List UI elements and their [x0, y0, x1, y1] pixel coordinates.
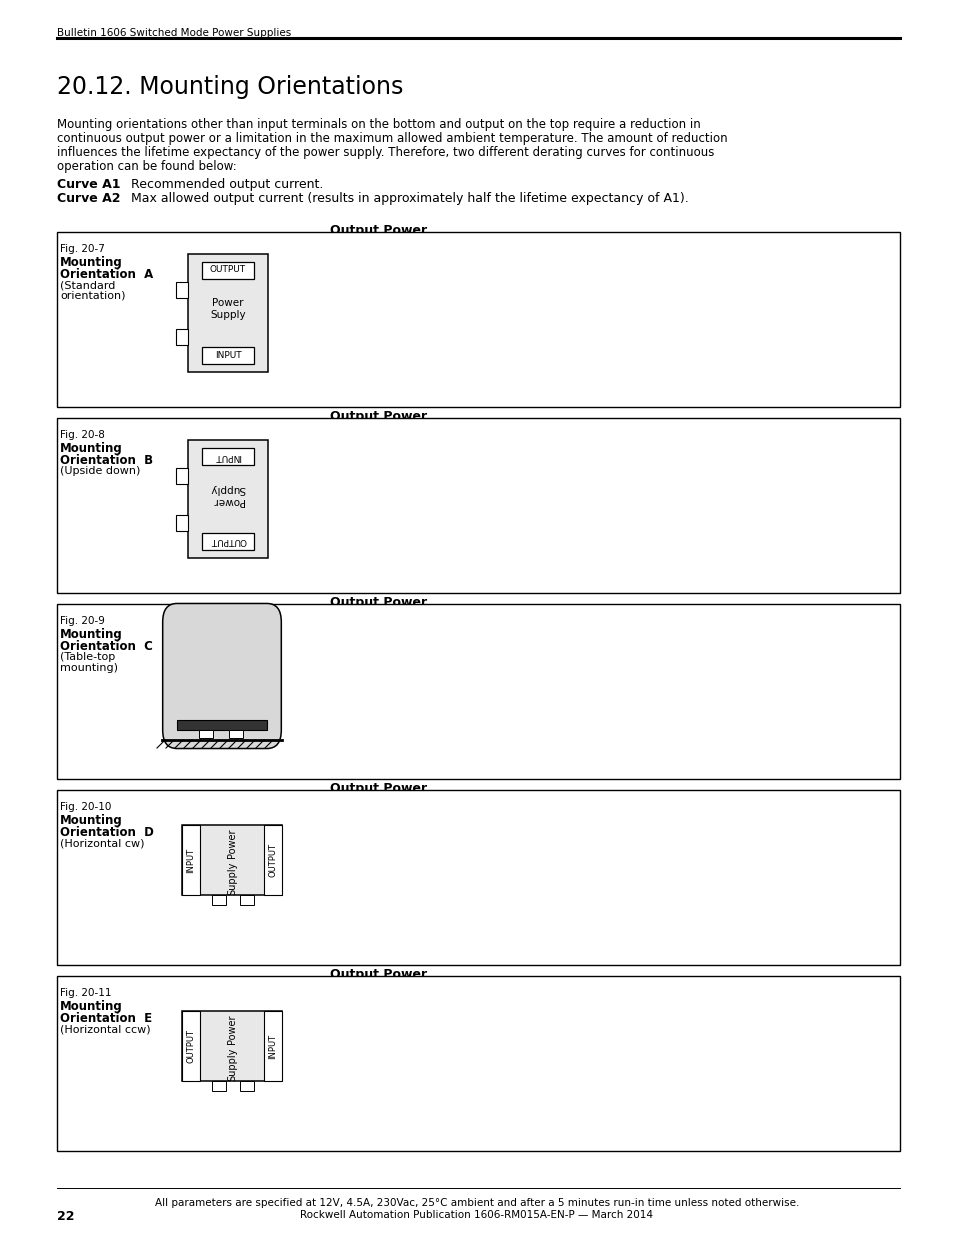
Text: A1: A1 — [865, 1055, 881, 1065]
Text: Mounting: Mounting — [60, 629, 123, 641]
Text: 20.12. Mounting Orientations: 20.12. Mounting Orientations — [57, 75, 403, 99]
Text: OUTPUT: OUTPUT — [186, 1029, 195, 1063]
Text: influences the lifetime expectancy of the power supply. Therefore, two different: influences the lifetime expectancy of th… — [57, 146, 714, 159]
Text: 60W: 60W — [303, 804, 327, 814]
Text: Mounting: Mounting — [60, 256, 123, 269]
Text: Orientation  A: Orientation A — [60, 268, 153, 282]
Text: Orientation  C: Orientation C — [60, 640, 152, 653]
Text: Curve A2: Curve A2 — [57, 191, 120, 205]
Text: Ambient Temperature: Ambient Temperature — [499, 370, 636, 380]
Text: Mounting: Mounting — [60, 1000, 123, 1013]
Text: Orientation  D: Orientation D — [60, 826, 153, 839]
Text: OUTPUT: OUTPUT — [210, 266, 246, 274]
Text: OUTPUT: OUTPUT — [268, 844, 277, 877]
Text: INPUT: INPUT — [214, 351, 241, 359]
Text: Recommended output current.: Recommended output current. — [123, 178, 323, 191]
Text: Mounting orientations other than input terminals on the bottom and output on the: Mounting orientations other than input t… — [57, 119, 700, 131]
Text: A2: A2 — [865, 855, 881, 864]
Text: Fig. 20-7: Fig. 20-7 — [60, 245, 105, 254]
Text: Ambient Temperature: Ambient Temperature — [499, 1115, 636, 1125]
Text: Curve A1: Curve A1 — [57, 178, 120, 191]
Text: Fig. 20-11: Fig. 20-11 — [60, 988, 112, 998]
Text: Bulletin 1606 Switched Mode Power Supplies: Bulletin 1606 Switched Mode Power Suppli… — [57, 28, 291, 38]
Text: INPUT: INPUT — [268, 1034, 277, 1058]
Text: Supply: Supply — [227, 1049, 236, 1082]
Text: Orientation  B: Orientation B — [60, 454, 153, 467]
Text: 60W: 60W — [303, 619, 327, 629]
Text: Output Power: Output Power — [330, 225, 427, 237]
Text: Fig. 20-10: Fig. 20-10 — [60, 802, 112, 811]
Text: A2: A2 — [865, 671, 881, 682]
Text: mounting): mounting) — [60, 663, 118, 673]
Text: 60W: 60W — [303, 247, 327, 257]
Text: 22: 22 — [57, 1210, 74, 1223]
Text: orientation): orientation) — [60, 291, 126, 301]
Text: Mounting: Mounting — [60, 442, 123, 454]
Text: (Table-top: (Table-top — [60, 652, 115, 662]
Text: Power: Power — [227, 829, 236, 858]
Text: Power: Power — [212, 298, 244, 308]
Text: Power: Power — [212, 496, 244, 506]
Text: continuous output power or a limitation in the maximum allowed ambient temperatu: continuous output power or a limitation … — [57, 132, 727, 144]
Text: Supply: Supply — [227, 862, 236, 895]
Text: Supply: Supply — [210, 484, 246, 494]
Text: 60W: 60W — [303, 990, 327, 1000]
Text: Fig. 20-9: Fig. 20-9 — [60, 616, 105, 626]
Text: (Upside down): (Upside down) — [60, 466, 140, 475]
Text: INPUT: INPUT — [186, 847, 195, 873]
Text: Supply: Supply — [210, 310, 246, 320]
Text: Output Power: Output Power — [330, 783, 427, 795]
Text: Mounting: Mounting — [60, 814, 123, 827]
Text: A1: A1 — [865, 490, 881, 500]
Text: Output Power: Output Power — [330, 968, 427, 982]
Text: Fig. 20-8: Fig. 20-8 — [60, 430, 105, 440]
Text: 60W: 60W — [303, 432, 327, 442]
Text: (Standard: (Standard — [60, 280, 115, 290]
Text: (Horizontal cw): (Horizontal cw) — [60, 839, 144, 848]
Text: Ambient Temperature: Ambient Temperature — [499, 557, 636, 567]
Text: All parameters are specified at 12V, 4.5A, 230Vac, 25°C ambient and after a 5 mi: All parameters are specified at 12V, 4.5… — [154, 1198, 799, 1208]
Text: (Horizontal ccw): (Horizontal ccw) — [60, 1024, 151, 1034]
Text: OUTPUT: OUTPUT — [210, 536, 246, 546]
Text: A1: A1 — [865, 699, 881, 709]
Text: A2: A2 — [865, 469, 881, 479]
Text: A1: A1 — [865, 261, 881, 270]
Text: Ambient Temperature: Ambient Temperature — [499, 929, 636, 939]
Text: Power: Power — [227, 1014, 236, 1044]
Text: operation can be found below:: operation can be found below: — [57, 161, 236, 173]
Text: Rockwell Automation Publication 1606-RM015A-EN-P — March 2014: Rockwell Automation Publication 1606-RM0… — [300, 1210, 653, 1220]
Text: Max allowed output current (results in approximately half the lifetime expectanc: Max allowed output current (results in a… — [123, 191, 688, 205]
Text: INPUT: INPUT — [214, 452, 241, 461]
Text: Orientation  E: Orientation E — [60, 1011, 152, 1025]
Text: A2: A2 — [865, 1041, 881, 1051]
Text: Ambient Temperature: Ambient Temperature — [499, 743, 636, 753]
Text: Output Power: Output Power — [330, 597, 427, 609]
Text: Output Power: Output Power — [330, 410, 427, 424]
Text: A1: A1 — [865, 868, 881, 878]
